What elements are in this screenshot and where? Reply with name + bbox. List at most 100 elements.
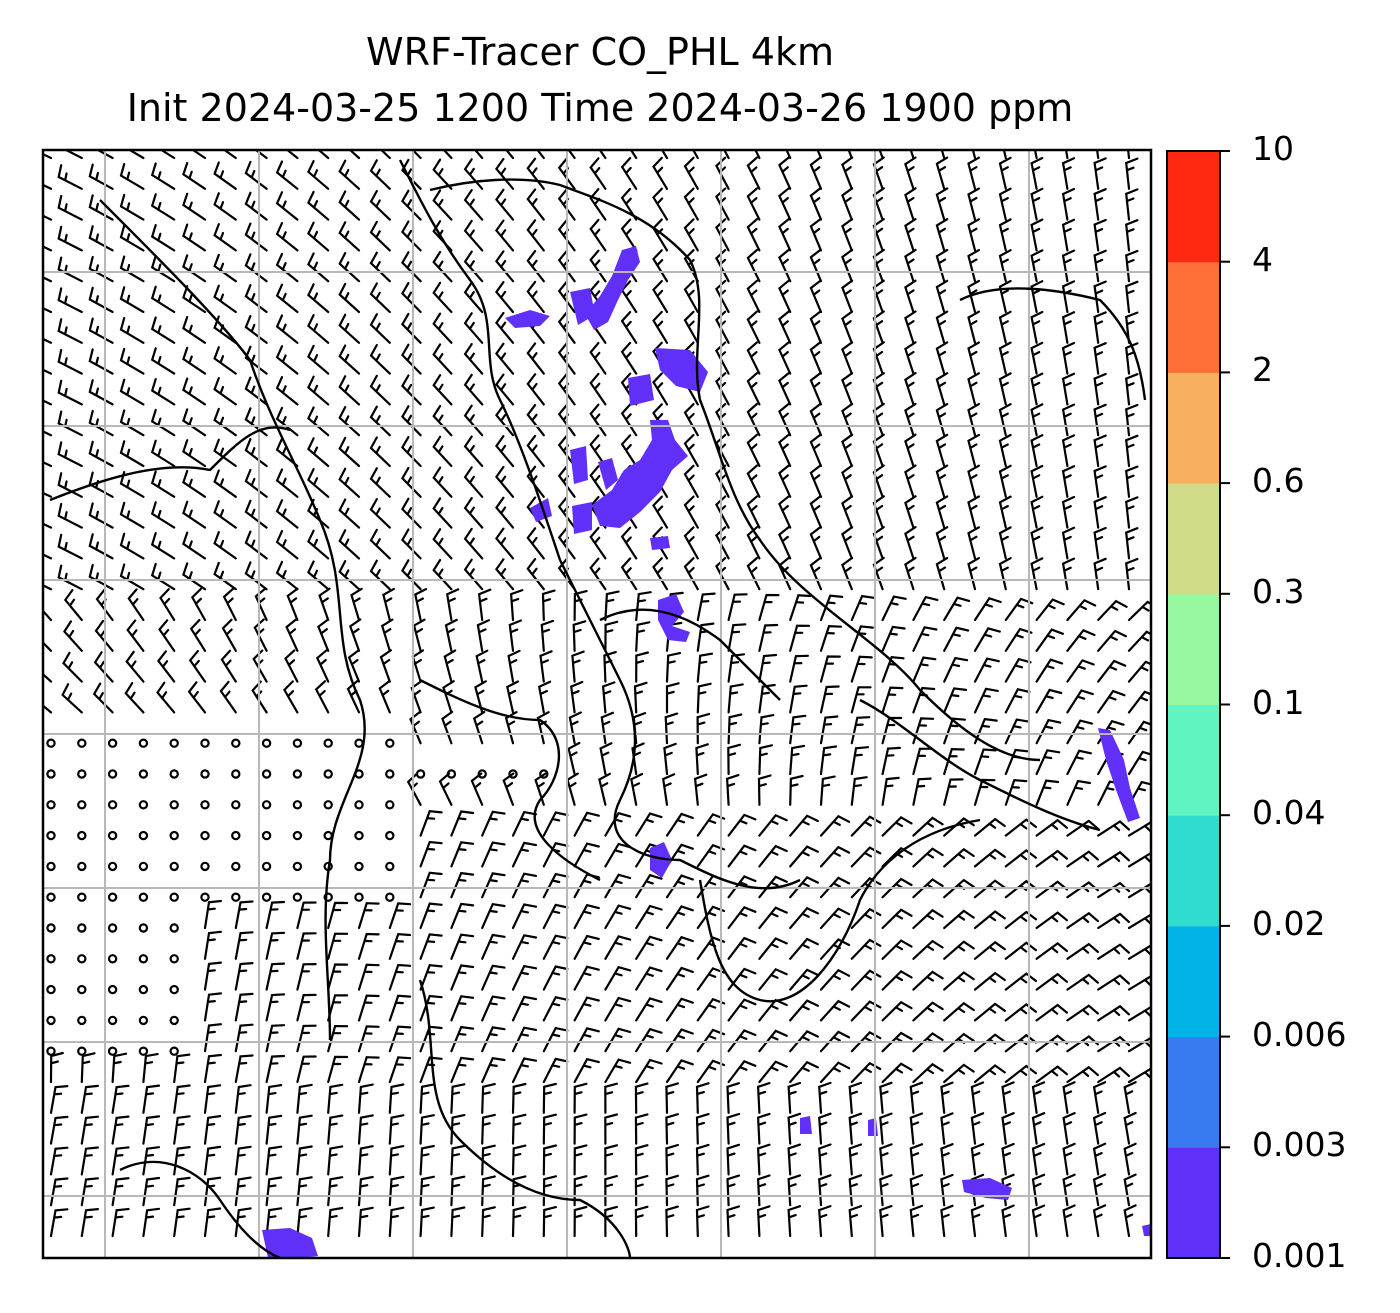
wind-barb: [589, 372, 607, 406]
wind-barb: [604, 965, 632, 991]
wind-barb: [967, 557, 980, 591]
wind-barb: [727, 653, 746, 683]
wind-barb: [327, 1145, 344, 1176]
wind-barb: [150, 254, 176, 283]
wind-barb: [450, 841, 475, 868]
wind-barb: [314, 680, 330, 714]
calm-wind-marker: [138, 984, 149, 995]
wind-barb: [872, 495, 885, 529]
wind-barb: [787, 1112, 802, 1145]
wind-barb: [234, 1176, 252, 1207]
wind-barb: [935, 526, 949, 560]
wind-barb: [967, 403, 980, 437]
wind-barb: [818, 1112, 832, 1145]
calm-wind-marker: [323, 769, 333, 779]
plume-segment: [1142, 1224, 1151, 1236]
wind-barb: [754, 150, 761, 160]
wind-barb: [244, 468, 268, 498]
wind-barb: [127, 588, 145, 622]
wind-barb: [809, 341, 823, 375]
wind-barb: [973, 627, 1001, 652]
wind-barb: [935, 218, 949, 252]
wind-barb: [683, 310, 699, 344]
wind-barb: [715, 279, 730, 314]
wind-barb: [756, 1112, 771, 1145]
wind-barb: [477, 588, 492, 622]
wind-barb: [357, 902, 380, 930]
wind-barb: [88, 255, 114, 283]
calm-wind-marker: [138, 769, 149, 779]
wind-barb: [506, 680, 520, 714]
wind-barb: [715, 557, 730, 591]
wind-barb: [943, 1001, 975, 1022]
wind-barb: [1002, 150, 1007, 160]
wind-barb: [419, 933, 443, 960]
wind-barb: [283, 680, 299, 714]
wind-barb: [1061, 403, 1076, 437]
wind-barb: [1001, 1081, 1015, 1114]
wind-barb: [998, 526, 1012, 560]
wind-barb: [683, 433, 699, 468]
wind-barb: [190, 587, 207, 622]
wind-barb: [1097, 629, 1127, 652]
wind-barb: [1093, 218, 1107, 252]
wind-barb: [809, 218, 823, 252]
wind-barb: [715, 310, 730, 344]
calm-wind-marker: [77, 769, 87, 779]
calm-wind-marker: [46, 1046, 56, 1056]
wind-barb: [872, 556, 885, 591]
wind-barb: [119, 286, 145, 314]
wind-barb: [758, 813, 788, 837]
wind-barb: [604, 1082, 618, 1114]
wind-barb: [327, 932, 349, 960]
wind-barb: [998, 341, 1012, 375]
wind-barb: [1030, 434, 1044, 468]
wind-barb: [998, 310, 1012, 344]
wind-barb: [1097, 881, 1130, 899]
wind-barb: [380, 618, 394, 652]
wind-barb: [758, 714, 775, 745]
wind-barb: [695, 1205, 710, 1238]
wind-barb: [1066, 628, 1096, 652]
wind-barb: [296, 1114, 313, 1145]
wind-barb: [1035, 1065, 1068, 1084]
wind-barb: [495, 219, 515, 252]
wind-barb: [182, 254, 207, 283]
wind-barb: [943, 656, 969, 683]
wind-barb: [540, 619, 555, 652]
calm-wind-marker: [169, 1015, 179, 1026]
wind-barb: [388, 1175, 405, 1207]
wind-barb: [604, 1113, 618, 1145]
wind-barb: [43, 491, 53, 498]
wind-barb: [789, 1030, 819, 1053]
wind-barb: [338, 498, 361, 529]
wind-barb: [620, 311, 638, 344]
wind-barb: [401, 374, 422, 406]
wind-barb: [450, 995, 475, 1022]
wind-barb: [191, 150, 207, 160]
wind-barb: [971, 150, 977, 160]
wind-barb: [665, 1028, 694, 1053]
calm-wind-marker: [46, 769, 56, 779]
wind-barb: [727, 813, 757, 837]
wind-barb: [573, 934, 600, 960]
wind-barb: [88, 440, 114, 468]
wind-barb: [253, 618, 268, 652]
wind-barb: [909, 1081, 924, 1114]
wind-barb: [182, 377, 207, 406]
wind-barb: [119, 317, 145, 344]
calm-wind-marker: [107, 830, 118, 841]
calm-wind-marker: [261, 738, 272, 748]
wind-barb: [940, 150, 946, 160]
wind-barb: [683, 218, 699, 252]
wind-barb: [746, 402, 761, 437]
wind-barb: [307, 344, 330, 375]
wind-barb: [265, 993, 286, 1022]
wind-barb: [904, 279, 917, 314]
wind-barb: [696, 592, 716, 622]
wind-barb: [80, 1146, 99, 1176]
wind-barb: [1125, 434, 1139, 468]
wind-barb: [401, 312, 422, 344]
wind-barb: [463, 312, 484, 344]
